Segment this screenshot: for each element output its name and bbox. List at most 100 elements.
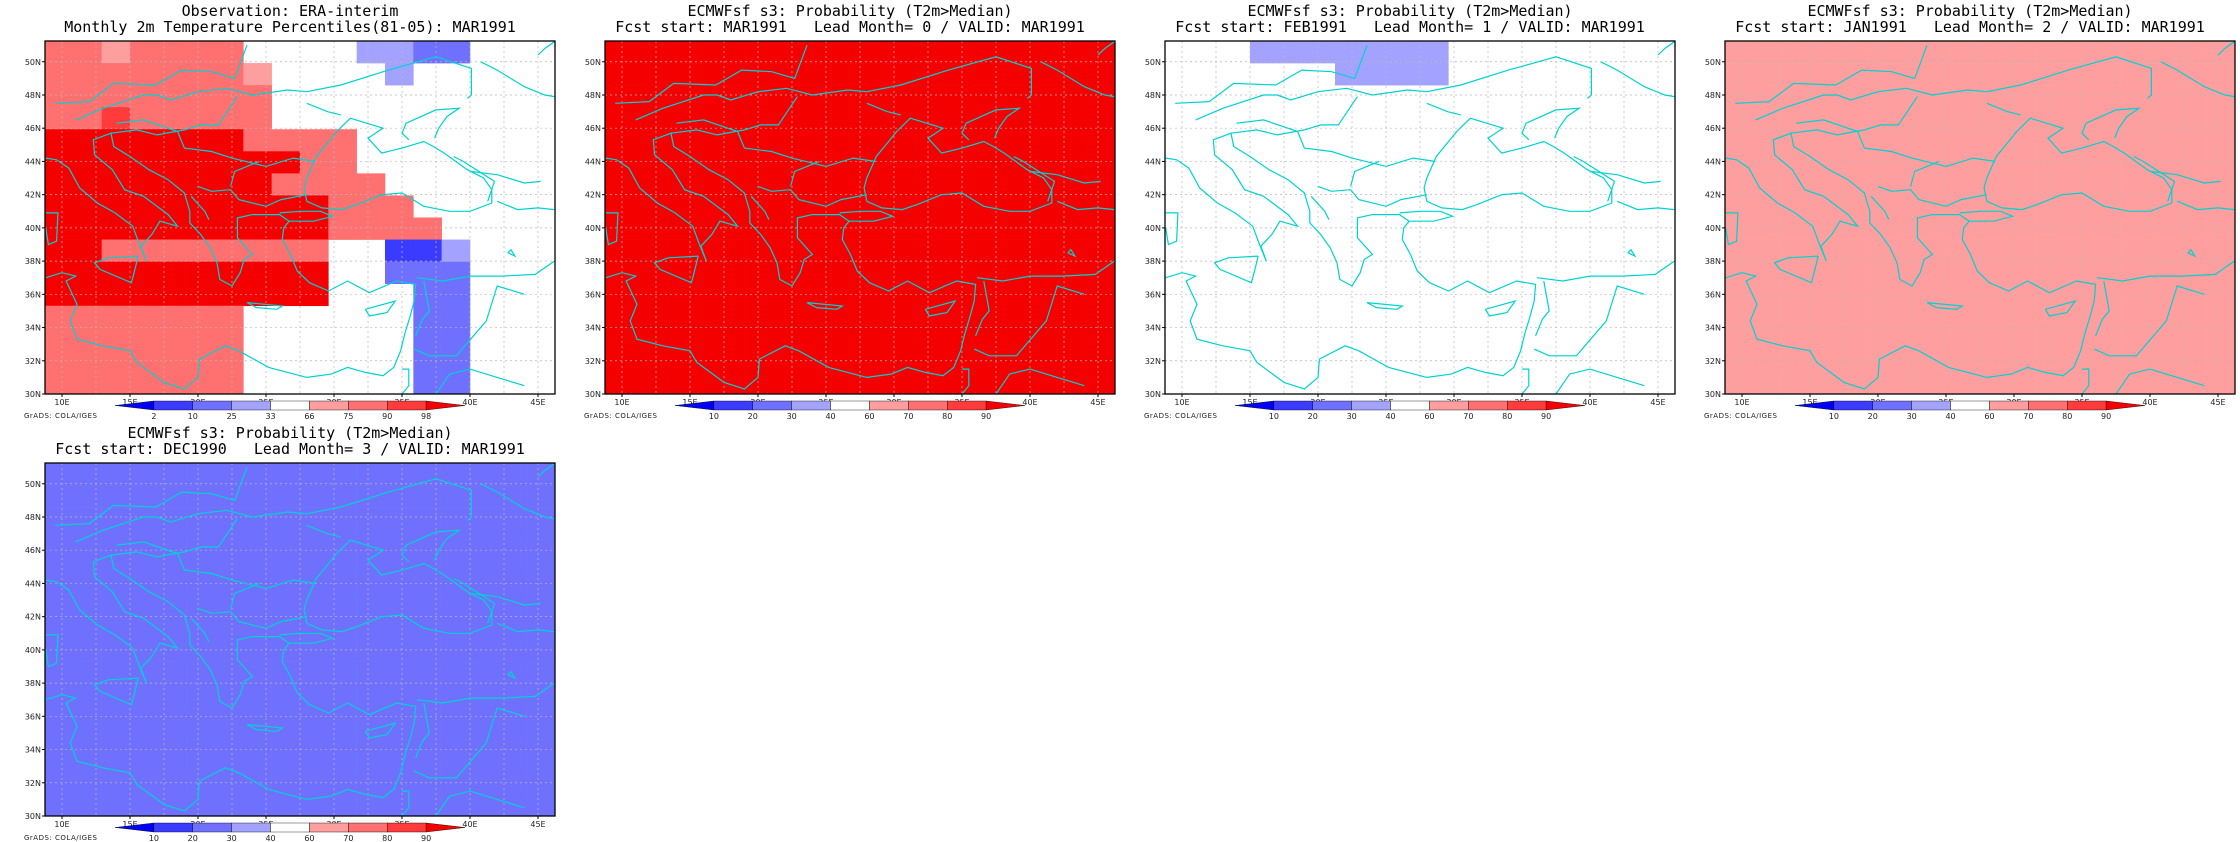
heatmap-cell xyxy=(860,151,889,174)
heatmap-cell xyxy=(1781,371,1811,394)
heatmap-cell xyxy=(1895,239,1924,262)
heatmap-cells xyxy=(1250,41,1449,86)
y-tick-label: 36N xyxy=(25,712,41,721)
heatmap-cell xyxy=(775,173,804,196)
coastline xyxy=(1310,195,1330,220)
coastline xyxy=(1484,299,1517,317)
heatmap-cell xyxy=(243,793,272,816)
coastline xyxy=(1600,61,1675,98)
heatmap-cell xyxy=(2178,41,2207,64)
heatmap-cell xyxy=(661,195,691,218)
heatmap-cell xyxy=(916,239,946,262)
heatmap-cell xyxy=(605,327,634,351)
heatmap-cell xyxy=(945,217,974,240)
heatmap-cell xyxy=(1001,261,1031,284)
heatmap-cell xyxy=(775,151,804,174)
coastline xyxy=(197,607,307,629)
colorbar-label: 30 xyxy=(1347,412,1357,421)
heatmap-cell xyxy=(130,639,159,662)
heatmap-cell xyxy=(498,595,527,618)
heatmap-cell xyxy=(1058,283,1087,307)
heatmap-cell xyxy=(916,85,946,108)
heatmap-cell xyxy=(746,327,776,351)
heatmap-cell xyxy=(186,551,216,574)
heatmap-cell xyxy=(2150,349,2179,373)
heatmap-cell xyxy=(2178,239,2207,262)
heatmap-cell xyxy=(73,151,102,174)
heatmap-cell xyxy=(831,305,861,329)
heatmap-cell xyxy=(526,551,555,574)
heatmap-cell xyxy=(101,195,131,218)
heatmap-cell xyxy=(1725,217,1754,240)
heatmap-cell xyxy=(1030,349,1059,373)
heatmap-cell xyxy=(215,195,244,218)
heatmap-cell xyxy=(498,485,527,508)
heatmap-cell xyxy=(498,771,527,795)
heatmap-cell xyxy=(186,327,216,351)
heatmap-cell xyxy=(860,283,889,307)
heatmap-cell xyxy=(215,749,244,773)
heatmap-cell xyxy=(605,217,634,240)
colorbar-label: 98 xyxy=(421,412,431,421)
heatmap-cell xyxy=(356,683,386,706)
heatmap-cell xyxy=(498,463,527,486)
heatmap-cell xyxy=(633,283,662,307)
heatmap-cell xyxy=(973,107,1002,130)
heatmap-cell xyxy=(860,107,889,130)
plot-frame xyxy=(44,462,556,817)
coastline xyxy=(976,260,1115,282)
colorbar-segment xyxy=(153,400,193,411)
x-tick-label: 10E xyxy=(1734,398,1749,407)
heatmap-cell xyxy=(73,705,102,729)
heatmap-cell xyxy=(215,485,244,508)
coastline xyxy=(757,185,867,207)
heatmap-cell xyxy=(470,573,499,596)
heatmap-cell xyxy=(661,239,691,262)
heatmap-cell xyxy=(1895,371,1924,394)
heatmap-cell xyxy=(385,595,414,618)
heatmap-cell xyxy=(526,529,555,552)
heatmap-cell xyxy=(1058,239,1087,262)
coastline xyxy=(1165,212,1179,246)
heatmap-cell xyxy=(1030,107,1059,130)
heatmap-cell xyxy=(413,639,442,662)
colorbar: 10 20 30 40 60 70 80 90 xyxy=(674,400,1026,421)
heatmap-cell xyxy=(803,173,832,196)
heatmap-cell xyxy=(2093,327,2122,351)
heatmap-cell xyxy=(973,129,1002,152)
coastline xyxy=(866,56,1032,99)
heatmap-cell xyxy=(526,661,555,684)
heatmap-cell xyxy=(1923,63,1952,86)
heatmap-cell xyxy=(215,327,244,351)
heatmap-cell xyxy=(661,107,691,130)
colorbar-label: 70 xyxy=(1463,412,1473,421)
chart-title: ECMWFsf s3: Probability (T2m>Median) xyxy=(1807,2,2133,20)
heatmap-cell xyxy=(101,261,131,284)
heatmap-cell xyxy=(1753,129,1782,152)
heatmap-cell xyxy=(130,151,159,174)
heatmap-cell xyxy=(130,595,159,618)
heatmap-cell xyxy=(186,639,216,662)
heatmap-cell xyxy=(215,217,244,240)
heatmap-cell xyxy=(2093,371,2122,394)
heatmap-cell xyxy=(413,573,442,596)
heatmap-cell xyxy=(2093,217,2122,240)
heatmap-cell xyxy=(888,305,917,329)
heatmap-cell xyxy=(633,151,662,174)
heatmap-cell xyxy=(2008,107,2037,130)
heatmap-cell xyxy=(73,529,102,552)
heatmap-cell xyxy=(101,485,131,508)
heatmap-cell xyxy=(1866,129,1896,152)
heatmap-cell xyxy=(73,371,102,394)
heatmap-cell xyxy=(186,749,216,773)
heatmap-cell xyxy=(356,617,386,640)
heatmap-cell xyxy=(158,573,187,596)
heatmap-cell xyxy=(441,551,471,574)
coastline xyxy=(306,102,341,116)
heatmap-cell xyxy=(2065,129,2094,152)
y-tick-label: 42N xyxy=(1145,191,1161,200)
coastline xyxy=(790,160,820,187)
heatmap-cell xyxy=(271,507,301,530)
heatmap-cell xyxy=(945,261,974,284)
gridlines xyxy=(45,463,555,816)
